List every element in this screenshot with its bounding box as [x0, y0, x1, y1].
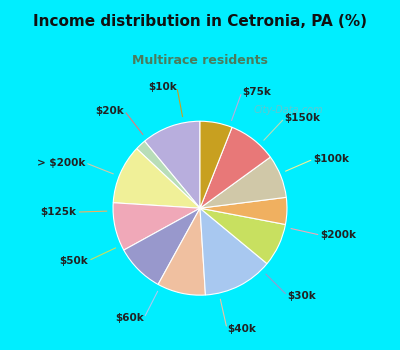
Wedge shape — [200, 121, 232, 208]
Text: City-Data.com: City-Data.com — [253, 105, 323, 115]
Text: $200k: $200k — [320, 230, 356, 240]
Wedge shape — [200, 157, 286, 208]
Text: $100k: $100k — [313, 154, 349, 164]
Text: $125k: $125k — [40, 207, 76, 217]
Wedge shape — [113, 149, 200, 208]
Wedge shape — [137, 141, 200, 208]
Text: Income distribution in Cetronia, PA (%): Income distribution in Cetronia, PA (%) — [33, 14, 367, 29]
Wedge shape — [200, 208, 267, 295]
Text: $60k: $60k — [115, 313, 144, 323]
Wedge shape — [144, 121, 200, 208]
Wedge shape — [124, 208, 200, 285]
Text: $40k: $40k — [227, 324, 256, 334]
Text: $150k: $150k — [284, 113, 320, 123]
Wedge shape — [200, 127, 270, 208]
Text: $75k: $75k — [242, 87, 271, 97]
Text: $10k: $10k — [148, 82, 177, 92]
Wedge shape — [200, 197, 287, 224]
Text: $20k: $20k — [96, 106, 124, 116]
Text: $30k: $30k — [287, 290, 316, 301]
Wedge shape — [200, 208, 286, 264]
Wedge shape — [158, 208, 206, 295]
Text: > $200k: > $200k — [37, 158, 85, 168]
Text: $50k: $50k — [60, 256, 88, 266]
Text: Multirace residents: Multirace residents — [132, 54, 268, 66]
Wedge shape — [113, 203, 200, 250]
